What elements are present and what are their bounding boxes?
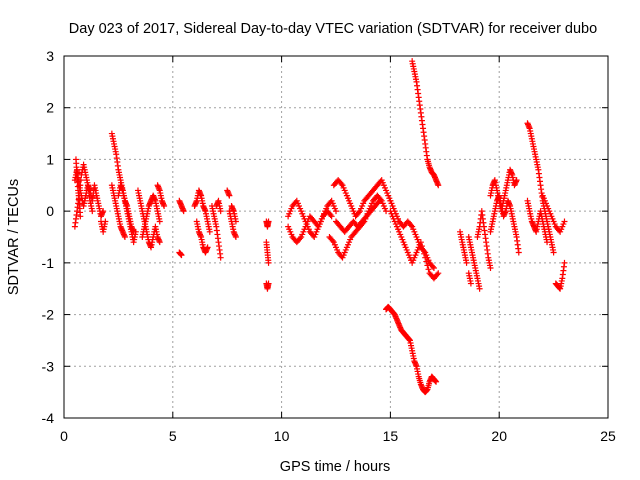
chart-title: Day 023 of 2017, Sidereal Day-to-day VTE… [69, 21, 597, 37]
data-point [226, 192, 233, 199]
y-tick-label: 2 [46, 100, 54, 116]
data-point [487, 265, 494, 272]
data-point [89, 208, 96, 215]
y-axis-label: SDTVAR / TECUs [6, 179, 22, 295]
data-point [232, 218, 239, 225]
data-point [333, 208, 339, 215]
data-point [429, 263, 436, 270]
data-point [375, 199, 382, 206]
data-point [206, 228, 213, 235]
data-point [550, 249, 557, 256]
data-point [156, 218, 163, 225]
data-point [425, 266, 432, 273]
data-point [338, 180, 345, 187]
x-tick-label: 20 [491, 428, 507, 444]
data-point [178, 252, 185, 259]
y-tick-label: -1 [42, 255, 55, 271]
y-tick-label: -3 [42, 358, 55, 374]
x-tick-label: 10 [274, 428, 290, 444]
data-point [102, 218, 109, 225]
data-point [265, 280, 272, 287]
data-point [476, 285, 483, 292]
data-point [232, 234, 239, 240]
plot-frame [63, 55, 609, 419]
data-point [435, 182, 442, 189]
data-point [515, 249, 522, 256]
data-point [77, 213, 84, 220]
data-point [561, 218, 568, 225]
data-point [544, 239, 551, 246]
y-tick-label: 1 [46, 151, 54, 167]
data-point [121, 234, 128, 240]
data-point [204, 244, 211, 251]
x-axis-label: GPS time / hours [280, 459, 390, 475]
data-point [513, 177, 520, 184]
data-point [297, 235, 304, 242]
x-tick-label: 5 [169, 428, 177, 444]
y-tick-label: -4 [42, 410, 55, 426]
data-point [561, 259, 568, 266]
data-point [161, 202, 168, 209]
data-point [77, 177, 84, 184]
data-point [421, 248, 428, 255]
data-point [327, 212, 334, 219]
data-point [467, 280, 474, 287]
data-point [463, 259, 470, 266]
data-point [433, 378, 440, 385]
data-point [329, 237, 336, 244]
data-point [328, 213, 335, 220]
y-tick-label: 0 [46, 203, 54, 219]
data-point [156, 239, 163, 246]
data-point [434, 271, 441, 278]
data-point [132, 228, 139, 235]
data-point [435, 270, 442, 277]
data-point [217, 254, 224, 261]
y-tick-label: 3 [46, 48, 54, 64]
data-point [376, 197, 383, 204]
data-point [355, 209, 362, 216]
x-tick-label: 0 [60, 428, 68, 444]
data-point [180, 208, 187, 215]
y-tick-label: -2 [42, 307, 55, 323]
data-point [430, 265, 437, 272]
data-points [71, 58, 568, 396]
data-point [265, 259, 272, 266]
axis-ticks: 0 5 10 15 20 25 -4 -3 -2 -1 0 1 2 3 [42, 48, 616, 444]
x-tick-label: 25 [600, 428, 616, 444]
data-point [265, 218, 272, 225]
data-point [217, 208, 224, 215]
x-tick-label: 15 [383, 428, 399, 444]
data-point [100, 208, 107, 215]
data-point [408, 222, 415, 229]
